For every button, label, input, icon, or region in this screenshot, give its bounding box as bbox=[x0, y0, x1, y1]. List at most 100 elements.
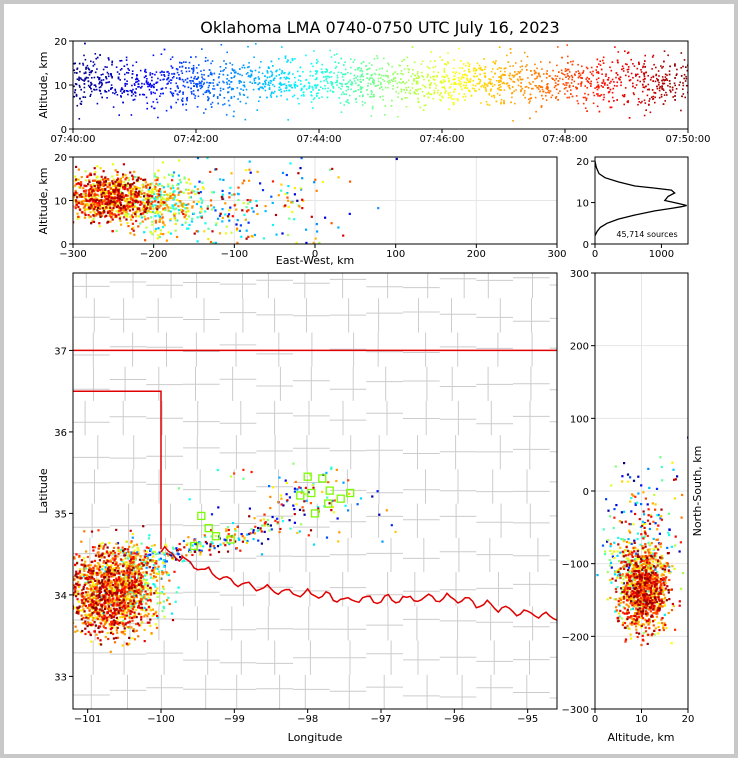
time-height-point bbox=[191, 67, 193, 70]
ew-height-point bbox=[130, 190, 133, 193]
time-height-point bbox=[447, 77, 450, 80]
time-height-point bbox=[383, 80, 386, 82]
time-height-point bbox=[355, 77, 357, 79]
ew-height-point bbox=[162, 221, 165, 225]
time-height-point bbox=[664, 76, 667, 78]
ew-height-point bbox=[170, 206, 173, 209]
plan-view-point bbox=[181, 560, 184, 563]
time-height-point bbox=[584, 85, 586, 87]
time-height-point bbox=[171, 67, 174, 69]
time-height-point bbox=[138, 85, 140, 88]
time-height-point bbox=[626, 63, 628, 66]
ew-height-point bbox=[147, 209, 150, 212]
time-height-point bbox=[83, 91, 86, 93]
time-height-point bbox=[153, 83, 155, 86]
time-height-point bbox=[467, 62, 469, 64]
time-height-point bbox=[112, 106, 115, 108]
ew-height-point bbox=[115, 214, 118, 217]
ew-height-point bbox=[261, 189, 265, 192]
time-height-point bbox=[413, 92, 416, 95]
plan-view-point bbox=[156, 602, 159, 605]
time-height-point bbox=[312, 89, 314, 91]
ew-height-point bbox=[94, 205, 97, 208]
time-height-point bbox=[139, 86, 142, 89]
time-height-point bbox=[344, 61, 346, 64]
ew-height-point bbox=[153, 172, 156, 175]
ew-height-point bbox=[136, 207, 139, 210]
time-height-point bbox=[88, 74, 91, 76]
time-height-point bbox=[608, 100, 610, 103]
time-height-point bbox=[508, 84, 511, 87]
ew-height-point bbox=[88, 180, 91, 184]
ew-height-point bbox=[215, 223, 218, 227]
time-height-point bbox=[630, 72, 633, 75]
time-height-point bbox=[351, 81, 353, 83]
time-height-point bbox=[233, 70, 235, 72]
ew-height-point bbox=[192, 200, 195, 204]
time-height-point bbox=[527, 77, 529, 79]
ew-height-point bbox=[109, 200, 113, 203]
time-height-point bbox=[458, 79, 460, 82]
plan-view-point bbox=[191, 544, 194, 547]
plan-view-point bbox=[252, 538, 255, 541]
time-height-point bbox=[584, 107, 587, 109]
time-height-point bbox=[228, 83, 231, 86]
plan-view-point bbox=[124, 580, 127, 583]
time-height-point bbox=[332, 87, 335, 89]
time-height-point bbox=[104, 89, 106, 92]
time-height-point bbox=[78, 76, 80, 79]
ew-height-point bbox=[86, 202, 89, 206]
ew-height-point bbox=[245, 169, 248, 172]
ew-x-tick-label: 100 bbox=[386, 249, 405, 260]
time-height-point bbox=[415, 93, 417, 95]
time-height-point bbox=[407, 71, 410, 74]
plan-view-point bbox=[133, 594, 136, 597]
time-height-point bbox=[119, 69, 122, 71]
ew-height-point bbox=[187, 227, 190, 230]
time-height-point bbox=[561, 78, 564, 81]
time-height-point bbox=[547, 91, 549, 94]
time-height-point bbox=[602, 98, 605, 101]
ew-height-point bbox=[221, 216, 224, 219]
time-height-point bbox=[353, 80, 356, 82]
plan-view-point bbox=[285, 481, 288, 485]
ew-height-point bbox=[94, 170, 97, 174]
ew-height-point bbox=[66, 194, 68, 196]
ew-height-point bbox=[154, 227, 158, 230]
time-height-point bbox=[203, 74, 205, 76]
ew-height-point bbox=[86, 194, 89, 197]
ew-height-point bbox=[102, 188, 105, 191]
plan-view-point bbox=[156, 567, 159, 570]
time-height-point bbox=[127, 93, 129, 96]
time-height-point bbox=[243, 84, 246, 87]
ew-height-point bbox=[93, 167, 96, 170]
ew-height-point bbox=[211, 208, 214, 211]
time-height-point bbox=[674, 63, 676, 65]
time-height-point bbox=[86, 64, 89, 67]
time-height-point bbox=[180, 70, 183, 72]
time-height-point bbox=[340, 57, 342, 60]
time-height-point bbox=[464, 95, 467, 98]
time-height-point bbox=[405, 106, 408, 108]
time-height-point bbox=[137, 83, 140, 85]
time-height-point bbox=[603, 93, 605, 96]
time-height-point bbox=[216, 96, 219, 98]
ew-height-point bbox=[184, 221, 187, 224]
time-height-point bbox=[83, 80, 85, 82]
time-height-point bbox=[79, 70, 81, 73]
time-height-point bbox=[90, 70, 92, 73]
time-height-point bbox=[422, 84, 424, 87]
time-height-point bbox=[359, 78, 362, 81]
time-height-point bbox=[660, 65, 662, 67]
time-height-point bbox=[421, 75, 423, 77]
time-height-point bbox=[453, 59, 455, 61]
plan-view-point bbox=[198, 549, 201, 552]
ew-height-point bbox=[181, 223, 184, 226]
ew-height-point bbox=[149, 207, 152, 210]
time-height-point bbox=[650, 76, 653, 79]
ew-height-point bbox=[101, 211, 104, 214]
plan-view-point bbox=[265, 523, 268, 526]
ew-height-point bbox=[126, 185, 129, 188]
time-height-point bbox=[455, 83, 458, 85]
time-height-point bbox=[479, 80, 482, 83]
